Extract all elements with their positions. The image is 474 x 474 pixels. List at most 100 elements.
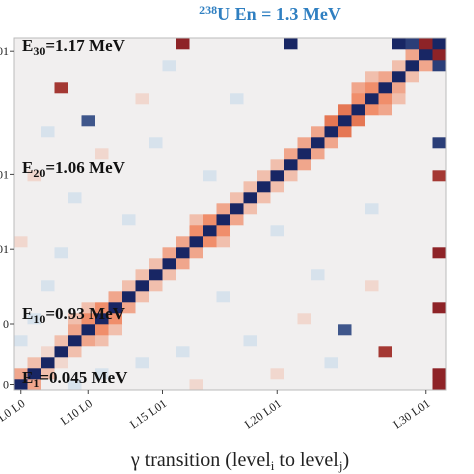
y-tick-label: 01	[0, 44, 9, 58]
cell	[432, 324, 447, 336]
cell	[432, 60, 447, 72]
cell	[405, 302, 420, 314]
cell	[311, 357, 325, 369]
annotation-text: =0.045 MeV	[39, 368, 128, 387]
cell	[41, 203, 55, 215]
cell	[176, 38, 190, 50]
cell	[95, 104, 109, 116]
cell	[230, 236, 244, 248]
cell	[311, 236, 325, 248]
cell	[95, 346, 109, 358]
cell	[351, 60, 366, 72]
cell	[243, 126, 258, 138]
cell	[324, 170, 339, 182]
annotation-text: =1.17 MeV	[45, 36, 125, 55]
cell	[68, 280, 82, 292]
cell	[284, 335, 298, 347]
cell	[216, 71, 231, 83]
cell	[14, 181, 28, 193]
cell	[297, 38, 312, 50]
cell	[216, 346, 231, 358]
cell	[257, 225, 271, 237]
cell	[203, 148, 217, 160]
cell	[230, 225, 244, 237]
cell	[378, 346, 393, 358]
cell	[135, 335, 150, 347]
cell	[135, 324, 150, 336]
cell	[95, 214, 109, 226]
cell	[311, 258, 325, 270]
cell	[351, 269, 366, 281]
cell	[392, 324, 406, 336]
cell	[41, 126, 55, 138]
cell	[405, 192, 420, 204]
cell	[27, 225, 42, 237]
cell	[81, 170, 96, 182]
cell	[14, 324, 28, 336]
cell	[365, 313, 379, 325]
cell	[162, 49, 177, 61]
cell	[176, 60, 190, 72]
cell	[270, 214, 285, 226]
cell	[162, 93, 177, 105]
cell	[378, 38, 393, 50]
cell	[203, 236, 217, 248]
cell	[243, 225, 258, 237]
cell	[419, 203, 433, 215]
cell	[243, 60, 258, 72]
cell	[149, 71, 163, 83]
cell	[419, 368, 433, 380]
cell	[284, 258, 298, 270]
cell	[68, 82, 82, 94]
cell	[95, 60, 109, 72]
cell	[270, 357, 285, 369]
cell	[365, 148, 379, 160]
cell	[338, 346, 352, 358]
cell	[27, 368, 42, 380]
cell	[230, 368, 244, 380]
cell	[81, 38, 96, 50]
cell	[203, 93, 217, 105]
cell	[54, 60, 69, 72]
annotation: E20=1.06 MeV	[22, 158, 126, 180]
cell	[324, 379, 339, 391]
cell	[81, 93, 96, 105]
cell	[41, 115, 55, 127]
cell	[203, 192, 217, 204]
cell	[203, 38, 217, 50]
cell	[338, 280, 352, 292]
cell	[392, 170, 406, 182]
cell	[311, 181, 325, 193]
cell	[257, 335, 271, 347]
cell	[176, 258, 190, 270]
cell	[432, 71, 447, 83]
cell	[68, 335, 82, 347]
cell	[176, 170, 190, 182]
cell	[41, 38, 55, 50]
cell	[162, 82, 177, 94]
cell	[378, 214, 393, 226]
cell	[108, 214, 123, 226]
cell	[351, 82, 366, 94]
cell	[135, 368, 150, 380]
cell	[54, 247, 69, 259]
cell	[216, 115, 231, 127]
cell	[270, 181, 285, 193]
cell	[284, 126, 298, 138]
y-tick-label: 0	[3, 317, 9, 331]
cell	[162, 313, 177, 325]
cell	[432, 203, 447, 215]
cell	[216, 49, 231, 61]
cell	[365, 38, 379, 50]
cell	[257, 71, 271, 83]
cell	[297, 269, 312, 281]
cell	[270, 368, 285, 380]
cell	[257, 60, 271, 72]
cell	[176, 93, 190, 105]
cell	[270, 115, 285, 127]
cell	[324, 280, 339, 292]
cell	[392, 137, 406, 149]
cell	[27, 49, 42, 61]
cell	[203, 126, 217, 138]
cell	[108, 38, 123, 50]
